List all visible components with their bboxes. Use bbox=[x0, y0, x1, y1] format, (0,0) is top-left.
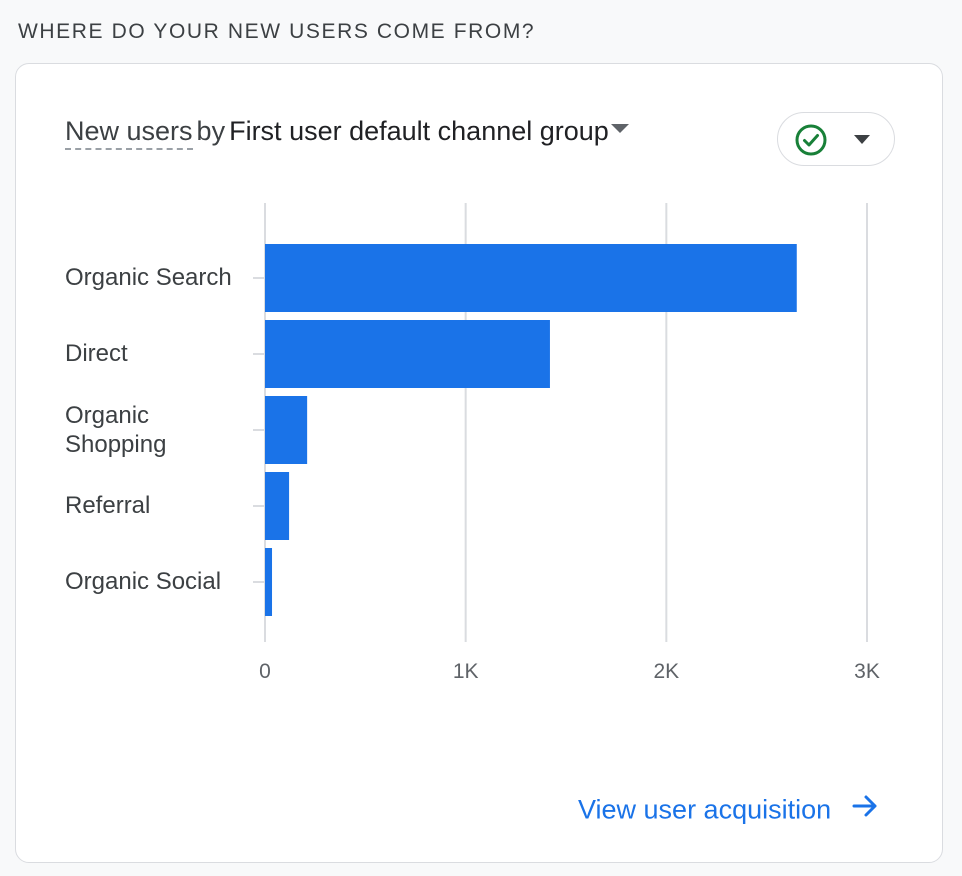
card-title: New users by First user default channel gr… bbox=[65, 116, 629, 150]
x-tick-label: 2K bbox=[653, 660, 680, 683]
category-label: Organic Shopping bbox=[65, 402, 167, 458]
category-label: Direct bbox=[65, 340, 128, 367]
category-label: Organic Search bbox=[65, 264, 232, 291]
chevron-down-icon bbox=[854, 135, 870, 144]
x-tick-label: 0 bbox=[259, 660, 271, 683]
bar-organic-shopping[interactable] bbox=[265, 396, 308, 464]
bar-organic-search[interactable] bbox=[265, 244, 797, 312]
category-label: Organic Social bbox=[65, 568, 222, 595]
dimension-selector[interactable]: First user default channel group bbox=[229, 116, 609, 146]
category-label: Referral bbox=[65, 492, 151, 519]
acquisition-card: New users by First user default channel gr… bbox=[15, 63, 943, 863]
x-tick-label: 3K bbox=[854, 660, 880, 683]
caret-down-icon[interactable] bbox=[610, 124, 629, 134]
bar-organic-social[interactable] bbox=[265, 548, 273, 616]
comparison-button[interactable] bbox=[777, 112, 895, 166]
bar-referral[interactable] bbox=[265, 472, 290, 540]
by-label: by bbox=[196, 116, 226, 146]
metric-selector[interactable]: New users bbox=[65, 116, 193, 150]
view-user-acquisition-link[interactable]: View user acquisition bbox=[578, 794, 879, 829]
arrow-right-icon bbox=[851, 792, 879, 827]
x-tick-label: 1K bbox=[452, 660, 479, 683]
section-title: WHERE DO YOUR NEW USERS COME FROM? bbox=[18, 20, 536, 43]
bar-chart bbox=[253, 203, 868, 642]
view-user-acquisition-label: View user acquisition bbox=[578, 794, 832, 825]
check-circle-icon bbox=[794, 123, 828, 162]
bar-direct[interactable] bbox=[265, 320, 550, 388]
